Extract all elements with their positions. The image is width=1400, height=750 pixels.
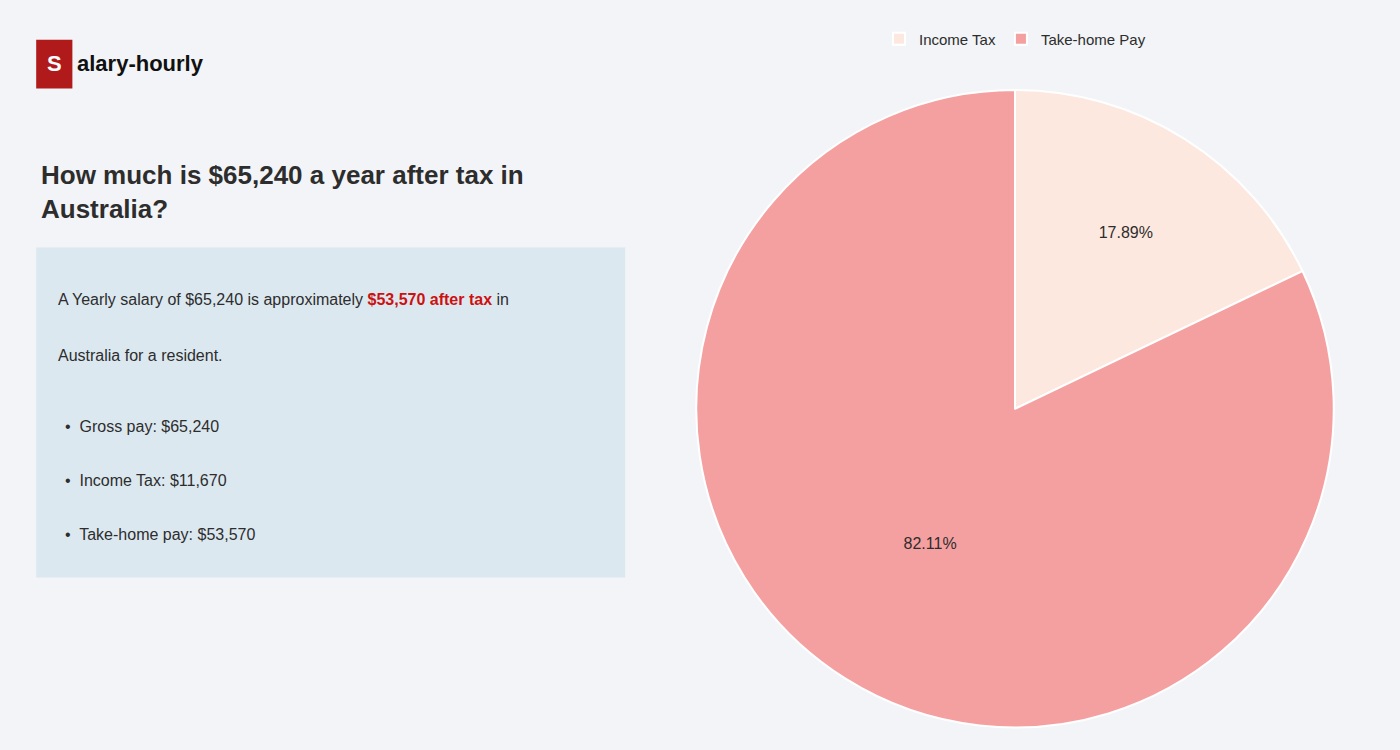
svg-text:Take-home Pay: Take-home Pay [1041,31,1146,48]
svg-text:• Gross pay: $65,240: • Gross pay: $65,240 [65,418,219,435]
svg-text:Australia for a resident.: Australia for a resident. [58,347,223,364]
svg-text:How much is $65,240 a year aft: How much is $65,240 a year after tax inA… [41,160,524,224]
svg-text:alary-hourly: alary-hourly [77,51,204,76]
svg-text:S: S [47,51,62,76]
svg-text:82.11%: 82.11% [904,535,957,552]
svg-text:A Yearly salary of $65,240 is: A Yearly salary of $65,240 is approximat… [58,291,509,308]
svg-text:• Income Tax: $11,670: • Income Tax: $11,670 [65,472,227,489]
svg-text:Income Tax: Income Tax [919,31,996,48]
svg-text:17.89%: 17.89% [1099,224,1153,241]
svg-text:• Take-home pay: $53,570: • Take-home pay: $53,570 [65,526,255,543]
